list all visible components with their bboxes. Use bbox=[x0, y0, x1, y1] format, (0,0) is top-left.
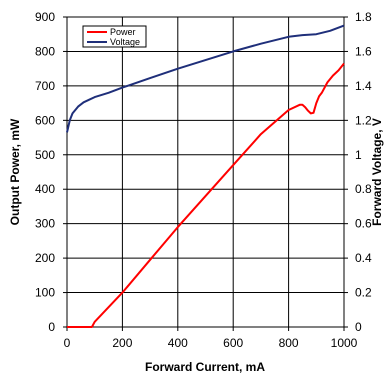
y-right-tick-label: 0.8 bbox=[355, 182, 372, 196]
x-tick-label: 1000 bbox=[331, 336, 358, 350]
y-left-tick-label: 0 bbox=[48, 320, 55, 334]
y-left-tick-label: 100 bbox=[35, 286, 55, 300]
y-right-tick-label: 1.6 bbox=[355, 44, 372, 58]
y-right-tick-label: 0.2 bbox=[355, 286, 372, 300]
y-left-tick-label: 600 bbox=[35, 113, 55, 127]
legend-label-power: Power bbox=[110, 27, 136, 37]
y-left-tick-label: 700 bbox=[35, 79, 55, 93]
legend-label-voltage: Voltage bbox=[110, 37, 140, 47]
y-right-tick-label: 1.8 bbox=[355, 10, 372, 24]
y-right-tick-label: 1.2 bbox=[355, 113, 372, 127]
x-tick-label: 200 bbox=[112, 336, 132, 350]
y-axis-left-title: Output Power, mW bbox=[8, 118, 22, 225]
y-right-tick-label: 0.4 bbox=[355, 251, 372, 265]
legend: Power Voltage bbox=[82, 25, 147, 48]
y-left-tick-label: 500 bbox=[35, 148, 55, 162]
x-tick-label: 800 bbox=[279, 336, 299, 350]
y-right-tick-label: 1.4 bbox=[355, 79, 372, 93]
y-left-tick-label: 200 bbox=[35, 251, 55, 265]
y-axis-right-title: Forward Voltage, V bbox=[370, 118, 384, 226]
y-right-tick-label: 1 bbox=[355, 148, 362, 162]
y-left-tick-label: 400 bbox=[35, 182, 55, 196]
y-right-tick-label: 0.6 bbox=[355, 217, 372, 231]
x-tick-label: 400 bbox=[168, 336, 188, 350]
x-tick-label: 0 bbox=[64, 336, 71, 350]
series-line-voltage bbox=[66, 24, 345, 133]
x-tick-label: 600 bbox=[223, 336, 243, 350]
axis-ticks: 0 200 400 600 800 1000 0 100 200 300 400 500 600 700 8… bbox=[35, 10, 372, 350]
y-left-tick-label: 300 bbox=[35, 217, 55, 231]
series-lines bbox=[66, 24, 345, 328]
y-left-tick-label: 800 bbox=[35, 44, 55, 58]
x-axis-title: Forward Current, mA bbox=[145, 360, 265, 374]
y-right-tick-label: 0 bbox=[355, 320, 362, 334]
series-line-power bbox=[67, 62, 345, 328]
y-left-tick-label: 900 bbox=[35, 10, 55, 24]
plot-area bbox=[66, 16, 345, 328]
